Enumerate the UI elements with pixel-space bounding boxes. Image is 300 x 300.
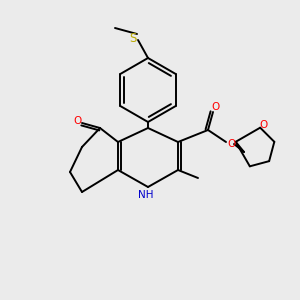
Text: O: O (259, 120, 267, 130)
Text: O: O (73, 116, 81, 126)
Text: S: S (129, 32, 137, 44)
Text: NH: NH (138, 190, 154, 200)
Text: O: O (211, 102, 219, 112)
Text: O: O (227, 139, 235, 149)
